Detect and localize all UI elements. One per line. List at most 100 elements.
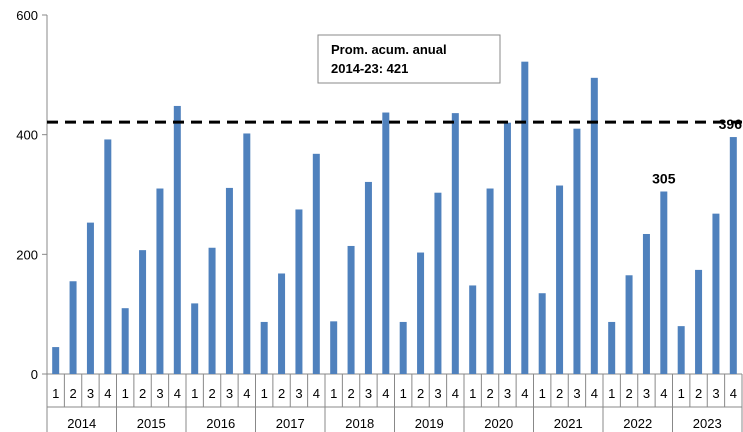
bar [712,213,720,374]
quarter-tick-label: 1 [608,386,615,401]
bar [660,191,668,374]
y-axis: 0 200 400 600 [16,8,48,382]
bar [52,347,60,374]
bar [729,137,737,374]
annotation-box-line2: 2014-23: 421 [331,61,408,76]
quarter-tick-label: 4 [591,386,598,401]
quarter-tick-label: 1 [469,386,476,401]
y-tick-label: 600 [16,8,38,23]
quarter-tick-label: 4 [243,386,250,401]
bar [677,326,685,374]
quarter-tick-label: 2 [486,386,493,401]
bar [469,285,477,374]
year-tick-label: 2019 [415,416,444,431]
quarter-tick-label: 1 [122,386,129,401]
bar [503,122,511,374]
quarter-tick-label: 4 [730,386,737,401]
quarter-tick-label: 1 [261,386,268,401]
quarter-tick-label: 3 [156,386,163,401]
bar [243,133,251,374]
bar [104,139,112,374]
quarter-tick-label: 3 [87,386,94,401]
bar [347,245,355,374]
bar [538,293,546,374]
bar [486,188,494,374]
year-tick-label: 2018 [345,416,374,431]
bar [521,61,529,375]
y-tick-label: 400 [16,128,38,143]
bar [121,308,129,374]
bar [642,233,650,374]
bar [434,192,442,374]
quarter-tick-label: 2 [556,386,563,401]
year-tick-label: 2022 [623,416,652,431]
bar [364,181,372,374]
bar [417,252,425,374]
year-tick-label: 2021 [554,416,583,431]
bar [608,321,616,374]
quarter-tick-label: 4 [174,386,181,401]
quarter-tick-label: 4 [660,386,667,401]
quarter-tick-label: 2 [625,386,632,401]
year-tick-label: 2020 [484,416,513,431]
bar [208,247,216,374]
quarter-tick-label: 2 [69,386,76,401]
quarter-tick-label: 4 [313,386,320,401]
bar [69,281,77,374]
bar [330,321,338,374]
data-labels: 305 396 [652,116,742,186]
year-tick-label: 2014 [67,416,96,431]
quarter-tick-label: 3 [504,386,511,401]
quarter-tick-label: 1 [330,386,337,401]
quarter-tick-label: 4 [521,386,528,401]
quarter-tick-label: 2 [695,386,702,401]
bar [312,153,320,374]
quarter-tick-label: 3 [295,386,302,401]
quarter-tick-label: 1 [678,386,685,401]
year-tick-label: 2016 [206,416,235,431]
bar [695,269,703,374]
quarter-tick-label: 3 [643,386,650,401]
bar [173,105,181,375]
data-label: 305 [652,171,676,187]
quarter-tick-label: 3 [365,386,372,401]
year-tick-label: 2017 [276,416,305,431]
quarter-tick-label: 1 [52,386,59,401]
year-tick-label: 2023 [693,416,722,431]
quarter-tick-label: 4 [382,386,389,401]
quarter-tick-label: 2 [139,386,146,401]
bar [260,321,268,374]
bar [625,275,633,374]
year-tick-label: 2015 [137,416,166,431]
annotation-box-frame [317,34,501,84]
bar [295,209,303,374]
quarter-tick-label: 2 [417,386,424,401]
quarter-tick-label: 2 [347,386,354,401]
quarter-tick-label: 2 [208,386,215,401]
bar [451,113,459,375]
bar [573,128,581,374]
data-label: 396 [719,116,743,132]
bar [382,112,390,375]
bars [52,61,737,375]
quarter-tick-label: 3 [712,386,719,401]
annotation-box-line1: Prom. acum. anual [331,42,447,57]
quarter-tick-label: 1 [400,386,407,401]
quarter-tick-label: 1 [191,386,198,401]
bar [156,188,164,374]
quarter-tick-label: 3 [434,386,441,401]
quarter-tick-label: 3 [226,386,233,401]
bar [590,77,598,374]
quarter-tick-label: 2 [278,386,285,401]
quarter-tick-label: 1 [539,386,546,401]
bar [278,273,286,374]
y-tick-label: 200 [16,247,38,262]
y-tick-label: 0 [31,367,38,382]
bar [556,185,564,374]
quarter-tick-label: 4 [104,386,111,401]
bar [86,222,94,374]
bar [191,303,199,374]
average-annotation-box: Prom. acum. anual 2014-23: 421 [317,34,501,84]
